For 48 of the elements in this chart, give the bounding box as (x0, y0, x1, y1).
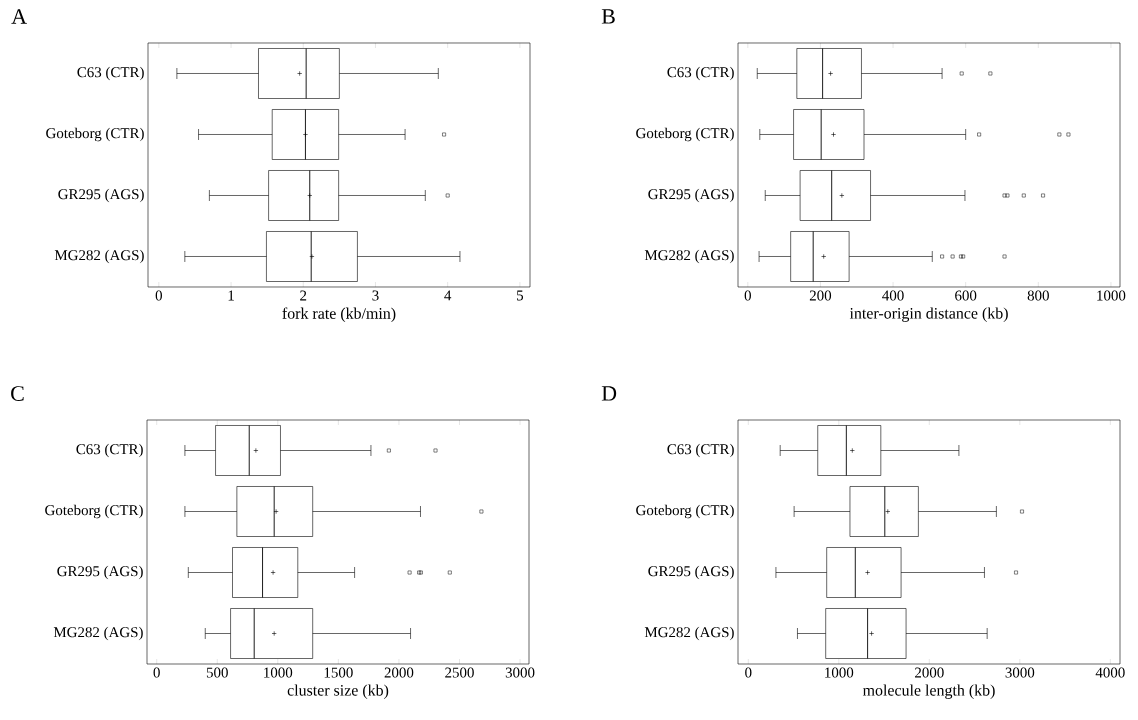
chart-title: D (601, 386, 617, 401)
y-tick-label: GR295 (AGS) (57, 565, 143, 580)
x-tick-label: 2500 (445, 667, 474, 678)
y-tick-label: Goteborg (CTR) (46, 127, 144, 142)
x-tick-label: 4000 (1095, 667, 1125, 678)
x-tick-label: 2000 (384, 667, 414, 678)
x-tick-label: 5 (517, 290, 524, 301)
x-tick-label: 0 (153, 667, 160, 678)
x-axis-title: cluster size (kb) (287, 684, 389, 699)
y-tick-label: MG282 (AGS) (644, 626, 734, 641)
x-tick-label: 2 (300, 290, 307, 301)
x-axis-title: fork rate (kb/min) (282, 307, 396, 323)
x-tick-label: 3000 (505, 667, 535, 678)
x-tick-label: 400 (882, 290, 904, 301)
y-tick-label: C63 (CTR) (667, 443, 734, 458)
y-tick-label: C63 (CTR) (76, 443, 143, 458)
chart-title: C (11, 386, 24, 401)
x-axis-title: molecule length (kb) (862, 684, 995, 699)
x-tick-label: 3000 (1005, 667, 1035, 678)
y-tick-label: MG282 (AGS) (644, 249, 734, 264)
x-tick-label: 1000 (264, 667, 293, 678)
x-tick-label: 0 (155, 290, 162, 301)
x-tick-label: 800 (1027, 290, 1049, 301)
y-tick-label: GR295 (AGS) (648, 188, 734, 203)
y-tick-label: Goteborg (CTR) (636, 504, 734, 519)
y-tick-label: Goteborg (CTR) (45, 504, 143, 519)
x-tick-label: 1500 (324, 667, 353, 678)
x-tick-label: 200 (809, 290, 832, 301)
chart-title: B (601, 9, 615, 24)
y-tick-label: MG282 (AGS) (53, 626, 143, 641)
x-tick-label: 600 (955, 290, 977, 301)
x-tick-label: 2000 (915, 667, 944, 678)
x-axis-title: inter-origin distance (kb) (849, 307, 1008, 322)
chart-title: A (11, 9, 27, 24)
x-tick-label: 1000 (825, 667, 854, 678)
x-tick-label: 4 (444, 290, 452, 301)
y-tick-label: C63 (CTR) (77, 66, 144, 81)
x-tick-label: 500 (206, 667, 228, 678)
y-tick-label: C63 (CTR) (667, 66, 734, 81)
y-tick-label: Goteborg (CTR) (636, 127, 734, 142)
x-tick-label: 1 (228, 290, 234, 301)
y-tick-label: GR295 (AGS) (58, 188, 144, 203)
x-tick-label: 0 (745, 667, 752, 678)
x-tick-label: 3 (372, 290, 379, 301)
x-tick-label: 0 (744, 290, 751, 301)
x-tick-label: 1000 (1097, 290, 1126, 301)
y-tick-label: MG282 (AGS) (54, 249, 144, 264)
y-tick-label: GR295 (AGS) (648, 565, 734, 580)
